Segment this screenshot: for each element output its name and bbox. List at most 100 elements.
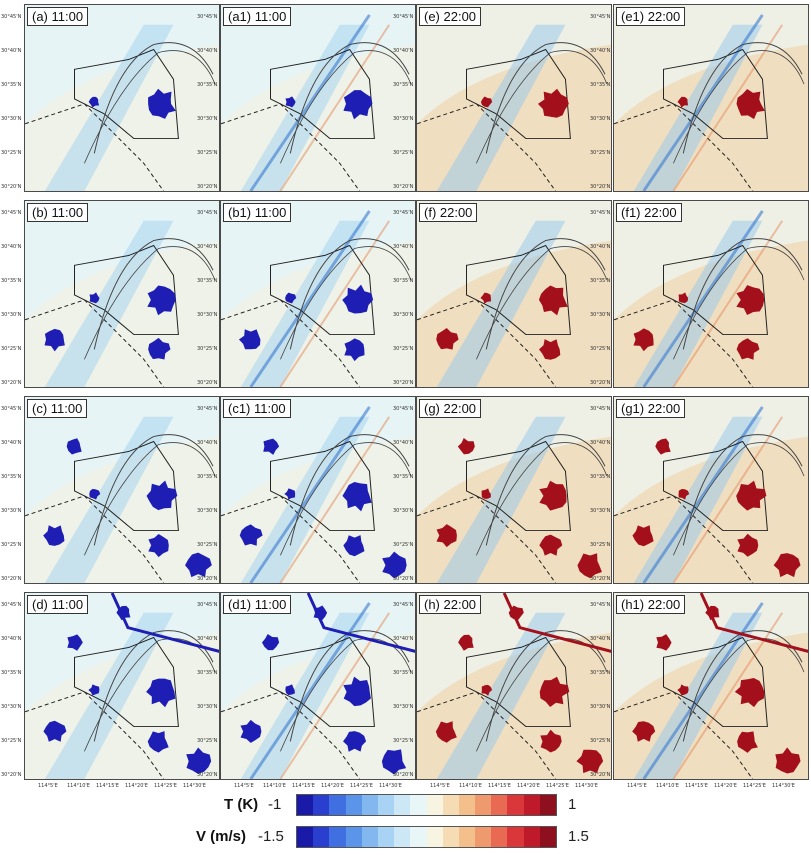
t-colorbar xyxy=(296,794,557,816)
y-tick-label: 30°20'N xyxy=(393,772,414,778)
y-tick-label: 30°40'N xyxy=(1,440,22,446)
y-tick-label: 30°45'N xyxy=(590,602,611,608)
y-tick-label: 30°30'N xyxy=(590,116,611,122)
colorbar-swatch xyxy=(329,795,346,815)
colorbar-swatch xyxy=(394,827,411,847)
y-tick-label: 30°40'N xyxy=(1,244,22,250)
y-tick-label: 30°35'N xyxy=(197,278,218,284)
colorbar-swatch xyxy=(329,827,346,847)
map-field xyxy=(417,5,611,191)
y-tick-label: 30°25'N xyxy=(197,346,218,352)
map-panel: (d) 11:00 xyxy=(24,592,220,780)
map-panel: (a1) 11:00 xyxy=(220,4,416,192)
colorbar-swatch xyxy=(523,795,540,815)
map-field xyxy=(417,201,611,387)
y-tick-label: 30°35'N xyxy=(197,82,218,88)
map-field xyxy=(25,201,219,387)
map-field xyxy=(614,397,808,583)
y-tick-label: 30°45'N xyxy=(1,406,22,412)
t-colorbar-label: T (K) xyxy=(224,796,259,813)
y-tick-label: 30°40'N xyxy=(393,440,414,446)
y-tick-label: 30°35'N xyxy=(393,278,414,284)
colorbar-swatch xyxy=(297,827,314,847)
y-tick-label: 30°20'N xyxy=(1,772,22,778)
map-panel: (d1) 11:00 xyxy=(220,592,416,780)
map-panel: (a) 11:00 xyxy=(24,4,220,192)
y-tick-label: 30°20'N xyxy=(1,576,22,582)
map-field xyxy=(614,201,808,387)
y-tick-label: 30°25'N xyxy=(197,542,218,548)
panel-label: (b) 11:00 xyxy=(27,203,89,222)
map-panel: (h1) 22:00 xyxy=(613,592,809,780)
y-tick-label: 30°30'N xyxy=(393,312,414,318)
x-tick-label: 114°5'E xyxy=(234,783,254,789)
x-tick-label: 114°20'E xyxy=(125,783,148,789)
x-tick-label: 114°30'E xyxy=(772,783,795,789)
y-tick-label: 30°25'N xyxy=(197,738,218,744)
y-tick-label: 30°25'N xyxy=(1,150,22,156)
y-tick-label: 30°35'N xyxy=(590,278,611,284)
panel-label: (e) 22:00 xyxy=(419,7,482,26)
map-field xyxy=(221,397,415,583)
y-tick-label: 30°35'N xyxy=(590,82,611,88)
y-tick-label: 30°30'N xyxy=(197,312,218,318)
v-colorbar-label: V (m/s) xyxy=(196,828,247,845)
y-tick-label: 30°25'N xyxy=(1,346,22,352)
x-tick-label: 114°25'E xyxy=(743,783,766,789)
t-min-label: -1 xyxy=(268,796,282,813)
x-tick-label: 114°15'E xyxy=(96,783,119,789)
colorbar-swatch xyxy=(297,795,314,815)
panel-label: (c) 11:00 xyxy=(27,399,88,418)
y-tick-label: 30°35'N xyxy=(393,82,414,88)
colorbar-swatch xyxy=(523,827,540,847)
panel-label: (h1) 22:00 xyxy=(616,595,686,614)
y-tick-label: 30°45'N xyxy=(1,602,22,608)
map-panel: (c1) 11:00 xyxy=(220,396,416,584)
y-tick-label: 30°25'N xyxy=(197,150,218,156)
y-tick-label: 30°45'N xyxy=(590,14,611,20)
colorbar-swatch xyxy=(345,795,362,815)
y-tick-label: 30°30'N xyxy=(197,508,218,514)
y-tick-label: 30°35'N xyxy=(1,670,22,676)
map-field xyxy=(614,5,808,191)
panel-label: (h) 22:00 xyxy=(419,595,482,614)
y-tick-label: 30°30'N xyxy=(393,704,414,710)
y-tick-label: 30°40'N xyxy=(197,244,218,250)
map-panel: (b1) 11:00 xyxy=(220,200,416,388)
y-tick-label: 30°40'N xyxy=(590,636,611,642)
x-tick-label: 114°25'E xyxy=(350,783,373,789)
y-tick-label: 30°35'N xyxy=(197,670,218,676)
colorbar-swatch xyxy=(345,827,362,847)
x-tick-label: 114°5'E xyxy=(430,783,450,789)
y-tick-label: 30°20'N xyxy=(1,380,22,386)
y-tick-label: 30°35'N xyxy=(197,474,218,480)
x-tick-label: 114°5'E xyxy=(627,783,647,789)
y-tick-label: 30°45'N xyxy=(393,602,414,608)
t-max-label: 1 xyxy=(568,796,577,813)
v-max-label: 1.5 xyxy=(568,828,589,845)
y-tick-label: 30°30'N xyxy=(590,312,611,318)
panel-label: (b1) 11:00 xyxy=(223,203,292,222)
y-tick-label: 30°45'N xyxy=(197,14,218,20)
y-tick-label: 30°30'N xyxy=(1,116,22,122)
panel-label: (d1) 11:00 xyxy=(223,595,292,614)
colorbar-swatch xyxy=(361,795,378,815)
y-tick-label: 30°25'N xyxy=(590,150,611,156)
y-tick-label: 30°30'N xyxy=(590,508,611,514)
colorbar-swatch xyxy=(426,827,443,847)
colorbar-swatch xyxy=(394,795,411,815)
y-tick-label: 30°40'N xyxy=(393,636,414,642)
y-tick-label: 30°40'N xyxy=(590,440,611,446)
colorbar-swatch xyxy=(475,795,492,815)
x-tick-label: 114°10'E xyxy=(263,783,286,789)
colorbar-swatch xyxy=(313,795,330,815)
y-tick-label: 30°20'N xyxy=(590,184,611,190)
map-panel: (f1) 22:00 xyxy=(613,200,809,388)
colorbar-swatch xyxy=(377,827,395,847)
y-tick-label: 30°25'N xyxy=(590,542,611,548)
map-panel: (c) 11:00 xyxy=(24,396,220,584)
panel-label: (f) 22:00 xyxy=(419,203,478,222)
colorbar-swatch xyxy=(313,827,330,847)
x-tick-label: 114°15'E xyxy=(292,783,315,789)
colorbar-swatch xyxy=(410,827,427,847)
